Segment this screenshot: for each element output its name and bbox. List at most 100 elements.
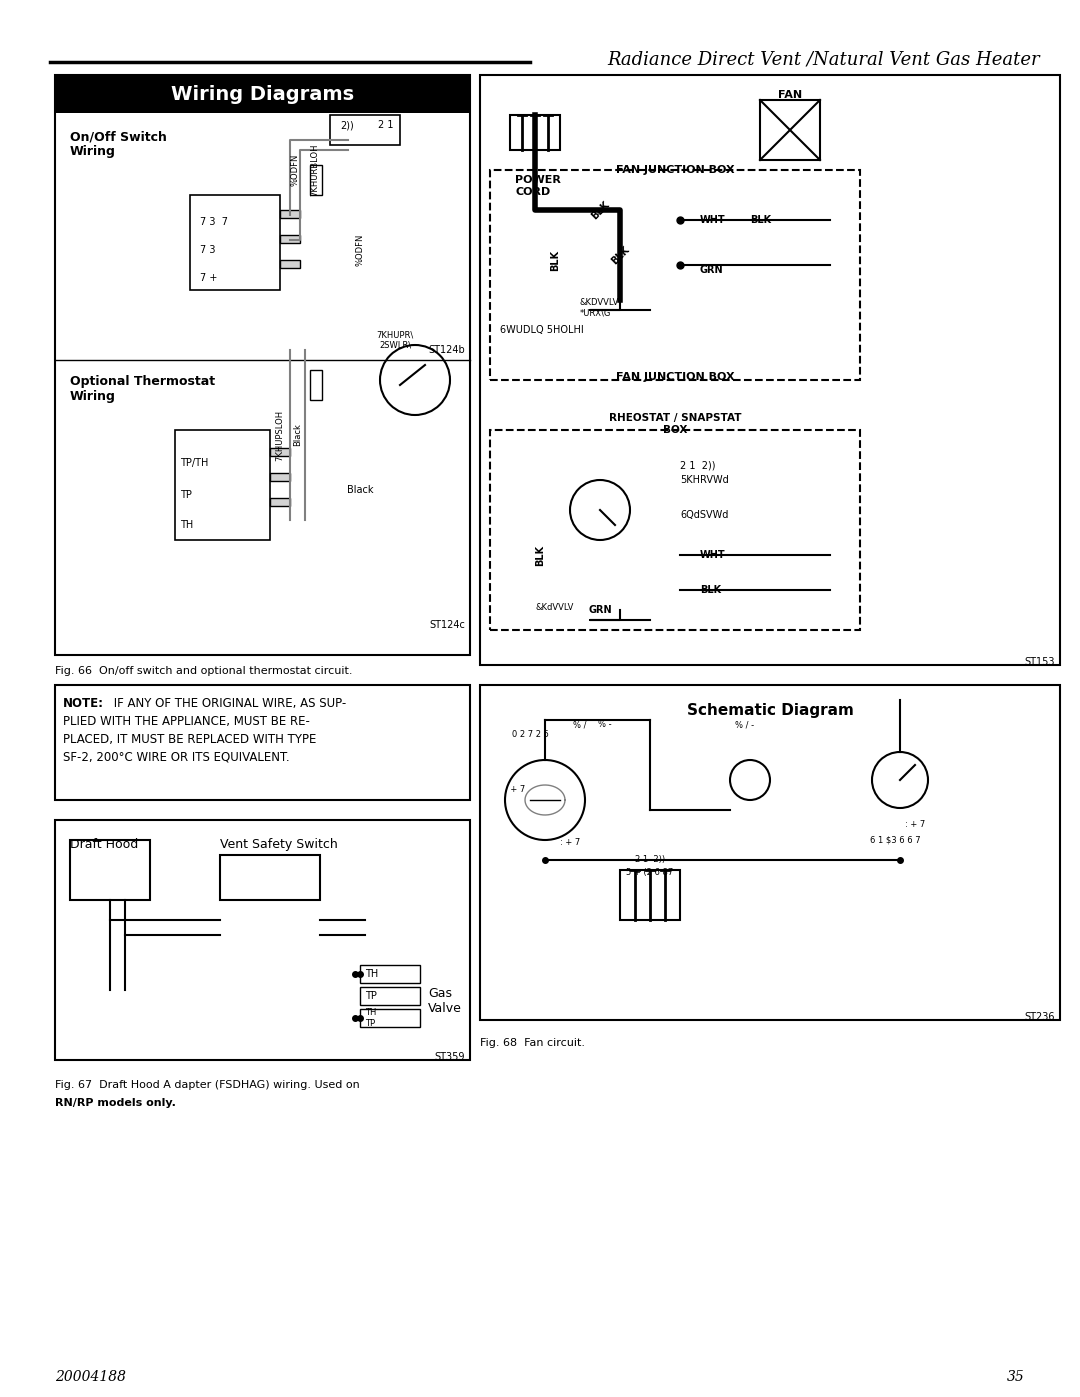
Text: PLACED, IT MUST BE REPLACED WITH TYPE: PLACED, IT MUST BE REPLACED WITH TYPE (63, 733, 316, 746)
Text: : + 7: : + 7 (561, 838, 580, 847)
Bar (360, 965, 420, 983)
Bar (55, 685, 470, 800)
Circle shape (730, 760, 770, 800)
Text: TH: TH (365, 970, 378, 979)
Text: Radiance Direct Vent /Natural Vent Gas Heater: Radiance Direct Vent /Natural Vent Gas H… (607, 50, 1040, 68)
Text: Gas
Valve: Gas Valve (428, 988, 462, 1016)
Bar (220, 855, 320, 900)
Bar (190, 196, 280, 291)
Text: 6 1 $3 6 6 7: 6 1 $3 6 6 7 (870, 835, 920, 844)
Text: 5KHRVWd: 5KHRVWd (680, 475, 729, 485)
Bar (360, 988, 420, 1004)
Text: WHT: WHT (700, 550, 726, 560)
Text: FAN JUNCTION BOX: FAN JUNCTION BOX (616, 165, 734, 175)
Text: Black: Black (347, 485, 374, 495)
Text: %ODFN: %ODFN (291, 154, 299, 186)
Text: 2 1: 2 1 (378, 120, 393, 130)
Text: 2 1  2)): 2 1 2)) (680, 460, 715, 469)
Text: 5 + (2 6 87: 5 + (2 6 87 (626, 868, 674, 877)
Text: % /: % / (573, 719, 586, 729)
Text: 6QdSVWd: 6QdSVWd (680, 510, 728, 520)
Text: 2 1  2)): 2 1 2)) (635, 855, 665, 863)
Bar (310, 165, 322, 196)
Bar (270, 448, 291, 455)
Bar (480, 75, 1059, 665)
Text: GRN: GRN (589, 605, 611, 615)
Text: 7KHUPR\
2SWLR\: 7KHUPR\ 2SWLR\ (376, 330, 414, 349)
Text: Schematic Diagram: Schematic Diagram (687, 703, 853, 718)
Bar (270, 474, 291, 481)
Text: TH: TH (180, 520, 193, 529)
Bar (280, 210, 300, 218)
Text: % -: % - (598, 719, 611, 729)
Text: Fig. 68  Fan circuit.: Fig. 68 Fan circuit. (480, 1038, 585, 1048)
Text: : + 7: : + 7 (504, 785, 525, 793)
Text: BLK: BLK (550, 250, 561, 271)
Bar (360, 1009, 420, 1027)
Text: ST153: ST153 (1025, 657, 1055, 666)
Text: NOTE:: NOTE: (63, 697, 104, 710)
Text: 0 2 7 2 5: 0 2 7 2 5 (512, 731, 549, 739)
Text: &KDVVLV
*URX\G: &KDVVLV *URX\G (580, 298, 619, 317)
Text: Wiring Diagrams: Wiring Diagrams (171, 84, 354, 103)
Text: FAN JUNCTION BOX: FAN JUNCTION BOX (616, 372, 734, 381)
Circle shape (505, 760, 585, 840)
Bar (55, 75, 470, 113)
Text: 7KHURBLOH: 7KHURBLOH (311, 144, 320, 196)
Text: Optional Thermostat
Wiring: Optional Thermostat Wiring (70, 374, 215, 402)
Text: &KdVVLV: &KdVVLV (535, 604, 573, 612)
Text: TP: TP (365, 990, 377, 1002)
Text: BLK: BLK (700, 585, 721, 595)
Bar (280, 260, 300, 268)
Bar (55, 820, 470, 1060)
Text: 6WUDLQ 5HOLHI: 6WUDLQ 5HOLHI (500, 326, 584, 335)
Circle shape (570, 481, 630, 541)
Text: IF ANY OF THE ORIGINAL WIRE, AS SUP-: IF ANY OF THE ORIGINAL WIRE, AS SUP- (110, 697, 347, 710)
Circle shape (380, 345, 450, 415)
Text: 7 3: 7 3 (200, 244, 216, 256)
Text: WHT: WHT (700, 215, 726, 225)
Text: BLK: BLK (609, 244, 631, 265)
Text: TP/TH: TP/TH (180, 458, 208, 468)
Bar (280, 235, 300, 243)
Text: ST359: ST359 (434, 1052, 465, 1062)
Text: BLK: BLK (750, 215, 771, 225)
Text: ST236: ST236 (1025, 1011, 1055, 1023)
Text: Vent Safety Switch: Vent Safety Switch (220, 838, 338, 851)
Text: Black: Black (294, 423, 302, 447)
Bar (55, 75, 470, 655)
Text: On/Off Switch
Wiring: On/Off Switch Wiring (70, 130, 167, 158)
Bar (480, 685, 1059, 1020)
Text: TP: TP (180, 490, 192, 500)
Bar (310, 370, 322, 400)
Bar (490, 170, 860, 380)
Text: POWER
CORD: POWER CORD (515, 175, 561, 197)
Circle shape (872, 752, 928, 807)
Bar (620, 870, 680, 921)
Text: : + 7: : + 7 (905, 820, 926, 828)
Bar (70, 840, 150, 900)
Text: 20004188: 20004188 (55, 1370, 126, 1384)
Bar (330, 115, 400, 145)
Text: 35: 35 (1008, 1370, 1025, 1384)
Text: ST124c: ST124c (429, 620, 465, 630)
Text: FAN: FAN (778, 89, 802, 101)
Text: ST124b: ST124b (429, 345, 465, 355)
Text: % / -: % / - (735, 719, 755, 729)
Text: GRN: GRN (700, 265, 724, 275)
Text: SF-2, 200°C WIRE OR ITS EQUIVALENT.: SF-2, 200°C WIRE OR ITS EQUIVALENT. (63, 752, 289, 764)
Text: BLK: BLK (535, 545, 545, 566)
Bar (175, 430, 270, 541)
Text: 7 3  7: 7 3 7 (200, 217, 228, 226)
Bar (510, 115, 561, 149)
Text: 7KHUPSLOH: 7KHUPSLOH (275, 409, 284, 461)
Bar (490, 430, 860, 630)
Text: Draft Hood: Draft Hood (70, 838, 138, 851)
Text: PLIED WITH THE APPLIANCE, MUST BE RE-: PLIED WITH THE APPLIANCE, MUST BE RE- (63, 715, 310, 728)
Text: Fig. 67  Draft Hood A dapter (FSDHAG) wiring. Used on: Fig. 67 Draft Hood A dapter (FSDHAG) wir… (55, 1080, 360, 1090)
Text: Fig. 66  On/off switch and optional thermostat circuit.: Fig. 66 On/off switch and optional therm… (55, 666, 352, 676)
Text: 2)): 2)) (340, 120, 354, 130)
Text: TH
TP: TH TP (365, 1009, 376, 1028)
Bar (270, 497, 291, 506)
Text: %ODFN: %ODFN (355, 233, 365, 267)
